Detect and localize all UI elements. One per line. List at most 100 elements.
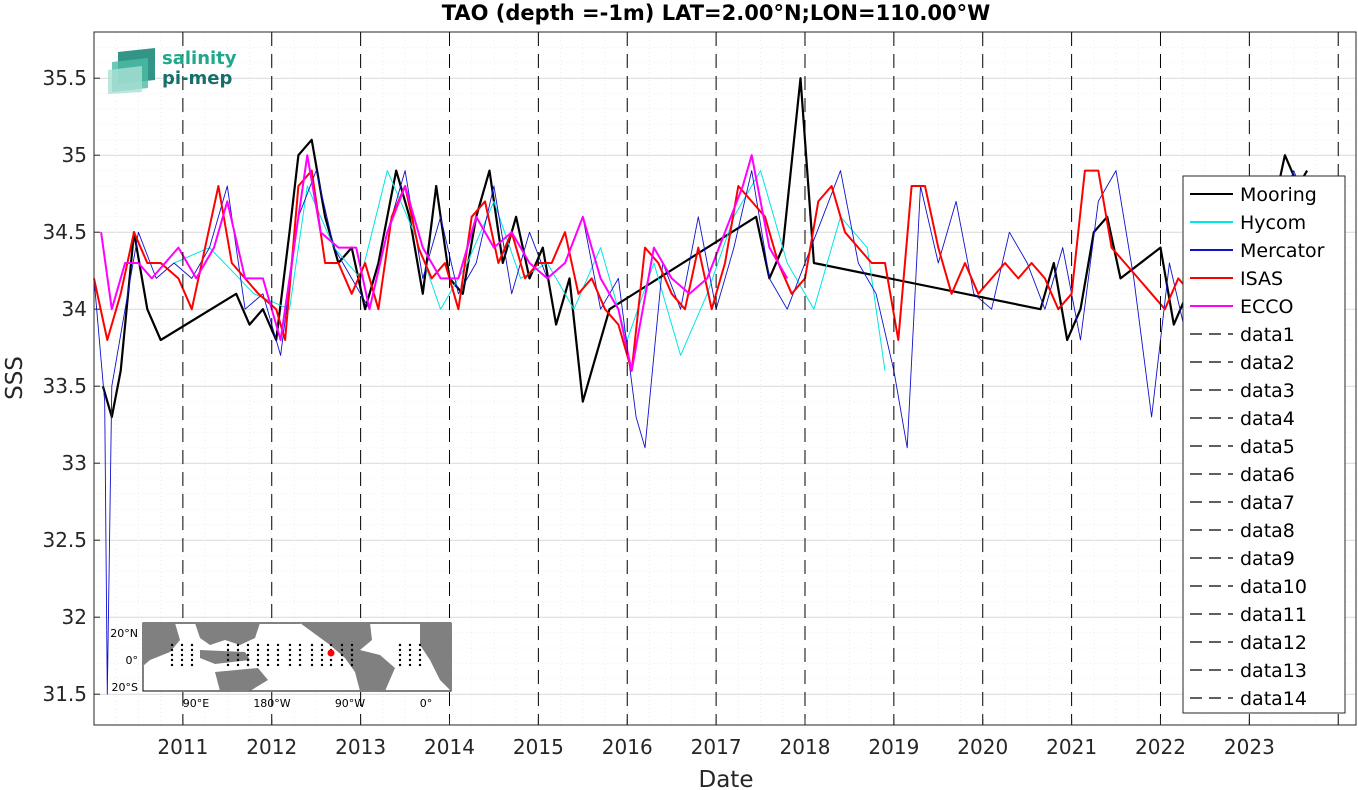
mooring-dot	[288, 663, 292, 667]
mooring-dot	[408, 658, 412, 662]
mooring-dot	[288, 653, 292, 657]
mooring-dot	[350, 658, 354, 662]
mooring-dot	[266, 648, 270, 652]
mooring-dot	[298, 648, 302, 652]
mooring-dot	[246, 648, 250, 652]
legend-label-mercator: Mercator	[1240, 240, 1325, 262]
mooring-dot	[190, 658, 194, 662]
mooring-dot	[226, 658, 230, 662]
mooring-dot	[276, 658, 280, 662]
logo-text-pimep: pi-mep	[162, 68, 232, 89]
mooring-dot	[398, 653, 402, 657]
mooring-dot	[320, 648, 324, 652]
x-tick-label: 2019	[868, 735, 919, 759]
legend-label-data5: data5	[1240, 436, 1295, 458]
mooring-dot	[408, 648, 412, 652]
legend-label-mooring: Mooring	[1240, 184, 1317, 206]
mooring-dot	[170, 643, 174, 647]
series-mercator-line	[93, 170, 1313, 695]
mooring-dot	[340, 663, 344, 667]
legend-label-data9: data9	[1240, 548, 1295, 570]
inset-lon-label-90w: 90°W	[335, 697, 365, 710]
y-tick-label: 32.5	[42, 528, 87, 552]
inset-lat-label-20s: 20°S	[112, 681, 138, 694]
mooring-dot	[310, 648, 314, 652]
inset-map-africa	[143, 623, 180, 666]
legend-label-data11: data11	[1240, 604, 1307, 626]
legend-label-data14: data14	[1240, 688, 1307, 710]
x-axis-label: Date	[699, 767, 754, 790]
inset-map-asia	[195, 623, 260, 645]
mooring-dot	[418, 648, 422, 652]
mooring-dot	[408, 653, 412, 657]
mooring-dot	[350, 653, 354, 657]
mooring-dot	[340, 658, 344, 662]
grid	[93, 32, 1356, 725]
mooring-dot	[226, 663, 230, 667]
mooring-dot	[329, 658, 333, 662]
x-tick-label: 2020	[957, 735, 1008, 759]
mooring-dot	[350, 643, 354, 647]
y-tick-label: 35	[62, 143, 87, 167]
mooring-dot	[180, 643, 184, 647]
mooring-dot	[418, 658, 422, 662]
mooring-dot	[408, 663, 412, 667]
series-ecco-line	[100, 154, 789, 372]
mooring-dot	[288, 658, 292, 662]
y-axis-ticks: 31.5 32 32.5 33 33.5 34 34.5 35 35.5	[42, 66, 100, 706]
inset-lon-label-0: 0°	[420, 697, 433, 710]
mooring-dot	[190, 648, 194, 652]
mooring-dot	[320, 663, 324, 667]
mooring-dot	[320, 653, 324, 657]
x-tick-label: 2012	[246, 735, 297, 759]
inset-map-australia	[215, 668, 268, 691]
legend-label-data12: data12	[1240, 632, 1307, 654]
mooring-dot	[288, 648, 292, 652]
logo-wave-icon-3	[108, 66, 142, 94]
x-tick-label: 2021	[1046, 735, 1097, 759]
legend-box	[1182, 175, 1346, 714]
mooring-array-dots	[170, 643, 422, 667]
mooring-dot	[310, 663, 314, 667]
inset-map: 20°N 0° 20°S 90°E 180°W 90°W 0°	[110, 622, 452, 710]
mooring-dot	[298, 663, 302, 667]
mooring-dot	[310, 658, 314, 662]
mooring-dot	[190, 653, 194, 657]
y-tick-label: 34.5	[42, 220, 87, 244]
x-tick-label: 2017	[691, 735, 742, 759]
inset-lat-label-20n: 20°N	[110, 627, 138, 640]
mooring-dot	[408, 643, 412, 647]
mooring-dot	[398, 663, 402, 667]
mooring-dot	[170, 648, 174, 652]
inset-map-west-africa	[420, 623, 451, 691]
legend-label-data6: data6	[1240, 464, 1295, 486]
mooring-dot	[298, 658, 302, 662]
mooring-dot	[276, 643, 280, 647]
x-tick-label: 2015	[513, 735, 564, 759]
mooring-dot	[310, 643, 314, 647]
x-tick-label: 2014	[424, 735, 475, 759]
mooring-dot	[180, 653, 184, 657]
inset-map-ocean	[142, 622, 452, 692]
mooring-dot	[298, 643, 302, 647]
y-tick-label: 35.5	[42, 66, 87, 90]
mooring-dot	[340, 643, 344, 647]
mooring-dot	[350, 663, 354, 667]
mooring-dot	[190, 663, 194, 667]
mooring-dot	[266, 653, 270, 657]
mooring-dot	[298, 653, 302, 657]
mooring-dot	[320, 643, 324, 647]
inset-lon-label-180w: 180°W	[253, 697, 290, 710]
mooring-dot	[276, 663, 280, 667]
mooring-dot	[256, 663, 260, 667]
mooring-dot	[256, 653, 260, 657]
y-tick-label: 32	[62, 605, 87, 629]
mooring-dot	[418, 643, 422, 647]
y-tick-label: 34	[62, 297, 87, 321]
mooring-dot	[246, 663, 250, 667]
x-axis-ticks: 2011 2012 2013 2014 2015 2016 2017 2018 2019 2020…	[157, 719, 1275, 759]
legend-label-isas: ISAS	[1240, 268, 1283, 290]
logo-text-salinity: salinity	[162, 48, 237, 69]
legend-label-data1: data1	[1240, 324, 1295, 346]
mooring-dot	[170, 658, 174, 662]
